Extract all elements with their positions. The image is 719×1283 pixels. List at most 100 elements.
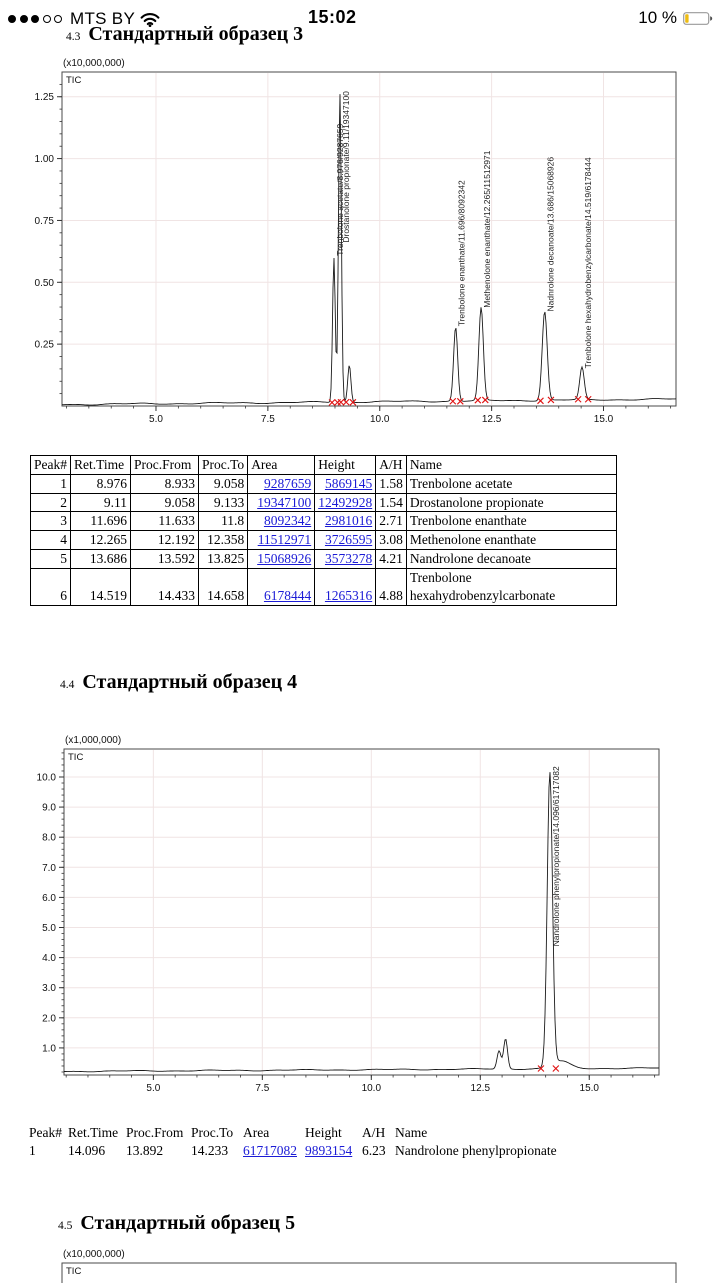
column-header: Proc.To <box>197 455 249 475</box>
signal-dot <box>42 15 51 23</box>
column-header: Height <box>305 1125 342 1140</box>
peak-label: Nadnrolone decanoate/13.686/15068926 <box>546 157 556 312</box>
column-header: Proc.From <box>126 1125 184 1140</box>
area-link[interactable]: 61717082 <box>243 1142 297 1158</box>
height-link[interactable]: 5869145 <box>324 475 373 491</box>
chromatogram-standard-4: (x1,000,000) TIC 5.0 7.5 10.0 12.5 15.0 1.0 2.0 3… <box>37 735 660 1094</box>
peak-marker <box>474 396 482 404</box>
height-link[interactable]: 9893154 <box>305 1142 353 1158</box>
table-cell: 1.54 <box>375 492 407 513</box>
table-cell: 8.933 <box>130 473 199 494</box>
y-tick-label: 1.0 <box>42 1043 56 1054</box>
table-cell: 61717082 <box>240 1142 302 1160</box>
column-header: Name <box>405 455 617 475</box>
table-header-row: Peak# Ret.Time Proc.From Proc.To Area Height A… <box>30 455 617 475</box>
area-link[interactable]: 9287659 <box>263 475 312 491</box>
table-cell: 14.658 <box>197 567 249 606</box>
column-header: Area <box>247 455 316 475</box>
height-link[interactable]: 1265316 <box>324 587 373 603</box>
height-link[interactable]: 3573278 <box>324 551 373 567</box>
table-cell: 5 <box>30 549 71 569</box>
battery-percent-label: 10 % <box>638 8 677 27</box>
peak-marker <box>574 395 582 403</box>
signal-dot <box>8 15 16 23</box>
section-number: 4.4 <box>60 679 75 691</box>
column-header: Proc.From <box>130 455 199 475</box>
peak-row: 4 12.265 12.192 12.358 11512971 3726595 3.08 Me… <box>30 530 617 551</box>
table-cell: 11.696 <box>70 511 131 532</box>
signal-dot <box>54 15 62 23</box>
plot-border <box>63 748 660 1076</box>
peak-row: 3 11.696 11.633 11.8 8092342 2981016 2.71 Trenb… <box>30 511 617 532</box>
section-title: Стандартный образец 5 <box>80 1212 296 1234</box>
series-label: TIC <box>66 1266 81 1277</box>
peak-marker <box>481 396 489 404</box>
table-cell: 6.23 <box>362 1142 386 1158</box>
column-header: Name <box>395 1125 428 1140</box>
column-header: Ret.Time <box>68 1125 119 1140</box>
height-link[interactable]: 3726595 <box>324 532 373 548</box>
column-header: Peak# <box>30 455 71 475</box>
peak-marker <box>349 398 357 406</box>
table-cell: 3726595 <box>314 530 377 551</box>
height-link[interactable]: 2981016 <box>324 513 373 529</box>
y-tick-label: 5.0 <box>42 923 56 934</box>
section-number: 4.5 <box>58 1220 73 1232</box>
area-link[interactable]: 19347100 <box>257 494 312 510</box>
section-number: 4.3 <box>66 31 81 43</box>
table-cell: Nandrolone decanoate <box>405 549 617 569</box>
area-link[interactable]: 6178444 <box>263 587 312 603</box>
y-tick-label: 8.0 <box>42 833 56 844</box>
table-cell: 9.11 <box>70 492 131 513</box>
peak-row: 5 13.686 13.592 13.825 15068926 3573278 4.21 Na… <box>30 549 617 569</box>
area-link[interactable]: 11512971 <box>257 532 312 548</box>
area-link[interactable]: 15068926 <box>257 551 312 567</box>
peak-marker <box>337 398 345 406</box>
table-cell: 13.892 <box>126 1142 164 1158</box>
table-cell: 6 <box>30 567 71 606</box>
table-cell: Nandrolone phenylpropionate <box>395 1142 557 1158</box>
y-tick-label: 7.0 <box>42 863 56 874</box>
peak-marker <box>552 1065 560 1072</box>
x-tick-label: 15.0 <box>580 1083 600 1094</box>
axis-scale-label: (x1,000,000) <box>65 735 121 746</box>
x-tick-label: 5.0 <box>146 1083 160 1094</box>
peak-row: 1 14.096 13.892 14.233 61717082 9893154 6.23 Na… <box>26 1142 592 1160</box>
y-tick-label: 9.0 <box>42 803 56 814</box>
peak-marker <box>456 397 464 405</box>
y-tick-label: 10.0 <box>37 772 57 783</box>
table-cell: 5869145 <box>314 473 377 494</box>
signal-dot <box>31 15 39 23</box>
table-cell: Trenbolone acetate <box>405 473 617 494</box>
y-tick-label: 0.75 <box>35 216 55 227</box>
height-link[interactable]: 12492928 <box>318 494 373 510</box>
table-cell: Trenbolone hexahydrobenzylcarbonate <box>405 567 617 606</box>
series-label: TIC <box>68 752 83 763</box>
section-title: Стандартный образец 3 <box>88 23 304 45</box>
table-cell: 11512971 <box>247 530 316 551</box>
column-header: Height <box>314 455 377 475</box>
table-cell: 12492928 <box>314 492 377 513</box>
section-heading-4-3: 4.3 Стандартный образец 3 <box>66 23 303 46</box>
clock-label: 15:02 <box>308 7 357 27</box>
table-cell: 9287659 <box>247 473 316 494</box>
peak-marker <box>449 397 457 405</box>
x-tick-label: 7.5 <box>261 414 275 425</box>
table-cell: 12.192 <box>130 530 199 551</box>
peak-row: 1 8.976 8.933 9.058 9287659 5869145 1.58 Trenbo… <box>30 473 617 494</box>
peak-label: Drostanolone propionate/9.11/19347100 <box>341 91 351 243</box>
section-heading-4-4: 4.4 Стандартный образец 4 <box>60 671 297 694</box>
axis-scale-label: (x10,000,000) <box>63 58 125 69</box>
table-cell: Drostanolone propionate <box>405 492 617 513</box>
table-cell: 3573278 <box>314 549 377 569</box>
table-cell: 4 <box>30 530 71 551</box>
table-cell: 9.133 <box>197 492 249 513</box>
peak-marker <box>342 398 350 406</box>
peak-label: Methenolone enanthate/12.265/11512971 <box>482 150 492 308</box>
peak-label: Nandrolone phenylpropionate/14.096/61717… <box>551 766 561 946</box>
area-link[interactable]: 8092342 <box>263 513 312 529</box>
y-tick-label: 3.0 <box>42 983 56 994</box>
table-cell: 8092342 <box>247 511 316 532</box>
table-cell: 12.358 <box>197 530 249 551</box>
table-cell: 13.686 <box>70 549 131 569</box>
